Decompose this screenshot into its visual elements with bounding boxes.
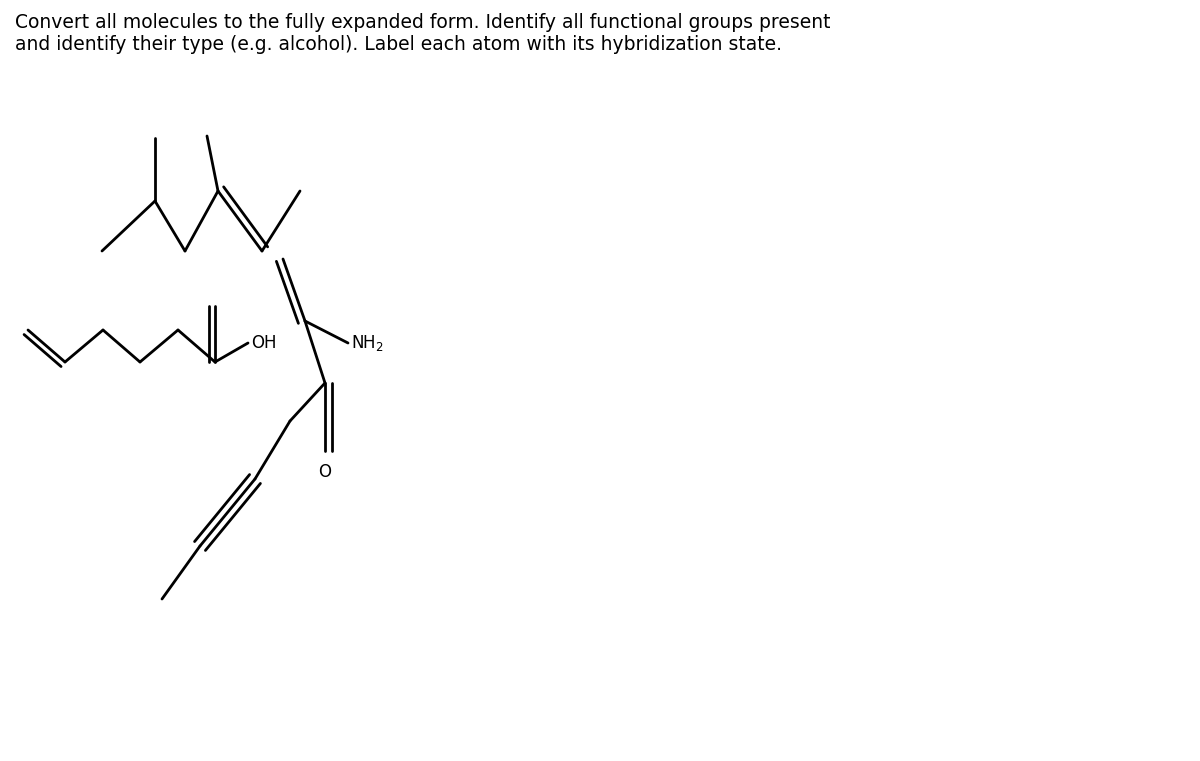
Text: OH: OH (251, 334, 276, 352)
Text: Convert all molecules to the fully expanded form. Identify all functional groups: Convert all molecules to the fully expan… (14, 13, 830, 54)
Text: NH$_2$: NH$_2$ (352, 333, 384, 353)
Text: O: O (318, 463, 331, 481)
